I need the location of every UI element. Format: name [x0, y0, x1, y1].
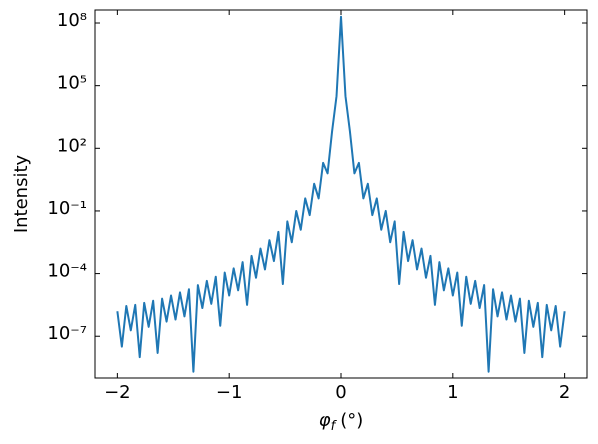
y-tick-label: 10²: [57, 135, 87, 156]
x-tick-label: 1: [447, 382, 458, 403]
x-axis-label: φf (°): [319, 410, 364, 434]
y-tick-label: 10⁵: [57, 73, 87, 94]
x-tick-label: −2: [104, 382, 131, 403]
x-label-unit: (°): [340, 410, 363, 431]
x-tick-label: −1: [216, 382, 243, 403]
y-tick-label: 10⁻⁷: [47, 323, 87, 344]
x-label-symbol: φ: [319, 410, 331, 431]
y-tick-label: 10⁻⁴: [47, 261, 87, 282]
x-label-subscript: f: [331, 419, 338, 434]
y-axis-label: Intensity: [11, 154, 32, 233]
plot-frame: [94, 9, 588, 379]
x-tick-label: 2: [559, 382, 570, 403]
data-line: [116, 15, 566, 373]
x-tick-label: 0: [335, 382, 346, 403]
y-tick-label: 10⁻¹: [47, 198, 87, 219]
y-tick-label: 10⁸: [57, 10, 87, 31]
